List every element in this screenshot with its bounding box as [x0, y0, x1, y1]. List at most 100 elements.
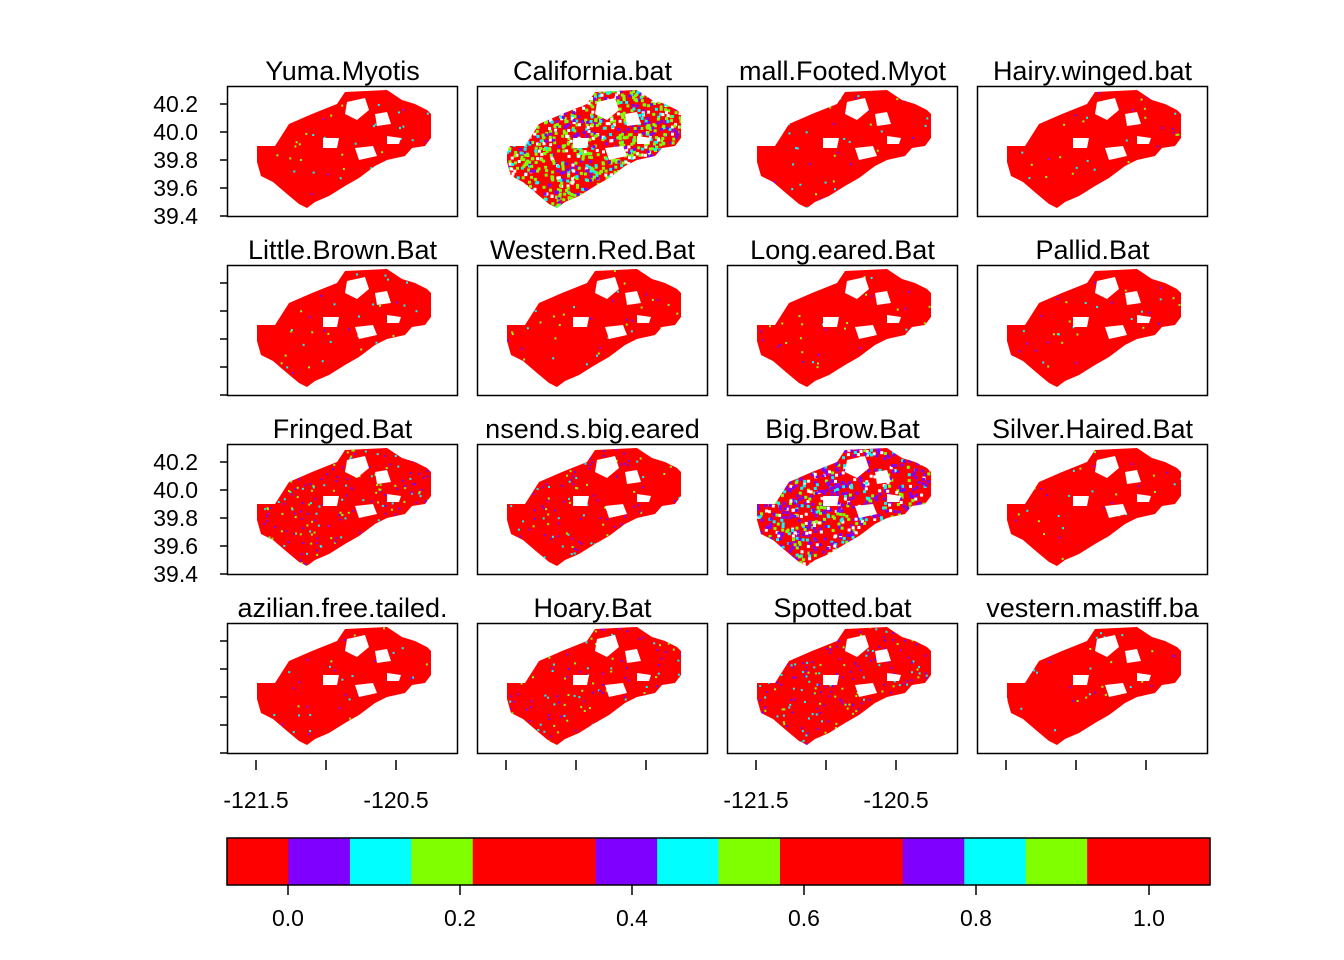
- no-data-gap: [887, 315, 901, 323]
- no-data-gap: [845, 635, 869, 657]
- map-region: [507, 448, 681, 566]
- no-data-gap: [1073, 496, 1089, 506]
- panel-title: Pallid.Bat: [1035, 235, 1150, 265]
- no-data-gap: [1125, 649, 1141, 663]
- panel-title: Western.Red.Bat: [490, 235, 696, 265]
- no-data-gap: [855, 504, 877, 518]
- no-data-gap: [855, 146, 877, 160]
- panel-title: Little.Brown.Bat: [248, 235, 438, 265]
- no-data-gap: [323, 675, 339, 685]
- panel-frame: [476, 85, 709, 218]
- panel-title: Hairy.winged.bat: [993, 56, 1193, 86]
- no-data-gap: [855, 325, 877, 339]
- colorbar-tick-label: 0.0: [272, 905, 304, 931]
- no-data-gap: [387, 136, 401, 144]
- colorbar-tick-label: 0.6: [788, 905, 820, 931]
- panel-frame: [976, 443, 1209, 576]
- no-data-gap: [875, 470, 891, 484]
- panel-frame: [976, 622, 1209, 755]
- map-panel: Yuma.Myotis: [226, 56, 459, 218]
- no-data-gap: [625, 291, 641, 305]
- map-panel: California.bat: [476, 56, 709, 218]
- colorbar-segment: [1087, 838, 1150, 885]
- colorbar-tick-label: 0.8: [960, 905, 992, 931]
- no-data-gap: [595, 456, 619, 478]
- no-data-gap: [625, 470, 641, 484]
- colorbar-segment: [657, 838, 720, 885]
- panel-title: Big.Brow.Bat: [765, 414, 920, 444]
- no-data-gap: [875, 112, 891, 126]
- no-data-gap: [387, 494, 401, 502]
- no-data-gap: [1125, 470, 1141, 484]
- no-data-gap: [1105, 504, 1127, 518]
- map-region: [257, 269, 431, 387]
- no-data-gap: [1137, 136, 1151, 144]
- map-panel: Spotted.bat: [726, 593, 959, 755]
- y-tick-label: 40.2: [153, 449, 198, 475]
- panel-title: azilian.free.tailed.: [237, 593, 447, 623]
- no-data-gap: [875, 291, 891, 305]
- panel-title: vestern.mastiff.ba: [986, 593, 1200, 623]
- map-region: [257, 627, 431, 745]
- x-tick-label: -120.5: [863, 787, 928, 813]
- no-data-gap: [1137, 315, 1151, 323]
- map-panel: mall.Footed.Myot: [726, 56, 959, 218]
- no-data-gap: [1105, 146, 1127, 160]
- no-data-gap: [573, 496, 589, 506]
- no-data-gap: [605, 146, 627, 160]
- no-data-gap: [355, 683, 377, 697]
- no-data-gap: [345, 98, 369, 120]
- no-data-gap: [387, 315, 401, 323]
- map-panel: Silver.Haired.Bat: [976, 414, 1209, 576]
- colorbar-frame: [226, 837, 1211, 886]
- colorbar-tick-label: 1.0: [1133, 905, 1165, 931]
- panel-title: Spotted.bat: [773, 593, 912, 623]
- map-panel: Hairy.winged.bat: [976, 56, 1209, 218]
- map-panels-grid: Yuma.Myotis California.bat mall.Footed.Myo…: [226, 56, 1209, 755]
- colorbar-segment: [288, 838, 351, 885]
- no-data-gap: [1073, 675, 1089, 685]
- panel-frame: [726, 443, 959, 576]
- colorbar-segment: [1148, 838, 1211, 885]
- panel-title: Hoary.Bat: [533, 593, 652, 623]
- no-data-gap: [345, 277, 369, 299]
- map-panel: Little.Brown.Bat: [226, 235, 459, 397]
- no-data-gap: [887, 673, 901, 681]
- map-panel: Fringed.Bat: [226, 414, 459, 576]
- colorbar-segment: [349, 838, 412, 885]
- map-panel: Long.eared.Bat: [726, 235, 959, 397]
- no-data-gap: [375, 470, 391, 484]
- no-data-gap: [1137, 494, 1151, 502]
- panel-frame: [976, 264, 1209, 397]
- panel-title: Long.eared.Bat: [750, 235, 935, 265]
- map-panel: vestern.mastiff.ba: [976, 593, 1209, 755]
- no-data-gap: [573, 138, 589, 148]
- colorbar-legend: 0.0 0.2 0.4 0.6 0.8 1.0: [226, 837, 1211, 931]
- no-data-gap: [387, 673, 401, 681]
- panel-frame: [476, 443, 709, 576]
- y-tick-label: 40.2: [153, 91, 198, 117]
- panel-frame: [726, 264, 959, 397]
- no-data-gap: [375, 291, 391, 305]
- x-tick-label: -120.5: [363, 787, 428, 813]
- no-data-gap: [1125, 112, 1141, 126]
- y-tick-label: 39.8: [153, 147, 198, 173]
- no-data-gap: [355, 504, 377, 518]
- panel-title: nsend.s.big.eared: [485, 414, 700, 444]
- no-data-gap: [323, 138, 339, 148]
- map-panel: Big.Brow.Bat: [726, 414, 959, 576]
- panel-title: Silver.Haired.Bat: [992, 414, 1194, 444]
- no-data-gap: [845, 456, 869, 478]
- no-data-gap: [887, 494, 901, 502]
- panel-frame: [476, 264, 709, 397]
- colorbar-segment: [1025, 838, 1088, 885]
- no-data-gap: [823, 138, 839, 148]
- no-data-gap: [1073, 317, 1089, 327]
- panel-frame: [226, 443, 459, 576]
- colorbar-segment: [718, 838, 781, 885]
- no-data-gap: [625, 112, 641, 126]
- no-data-gap: [345, 456, 369, 478]
- panel-frame: [226, 264, 459, 397]
- map-panel: Hoary.Bat: [476, 593, 709, 755]
